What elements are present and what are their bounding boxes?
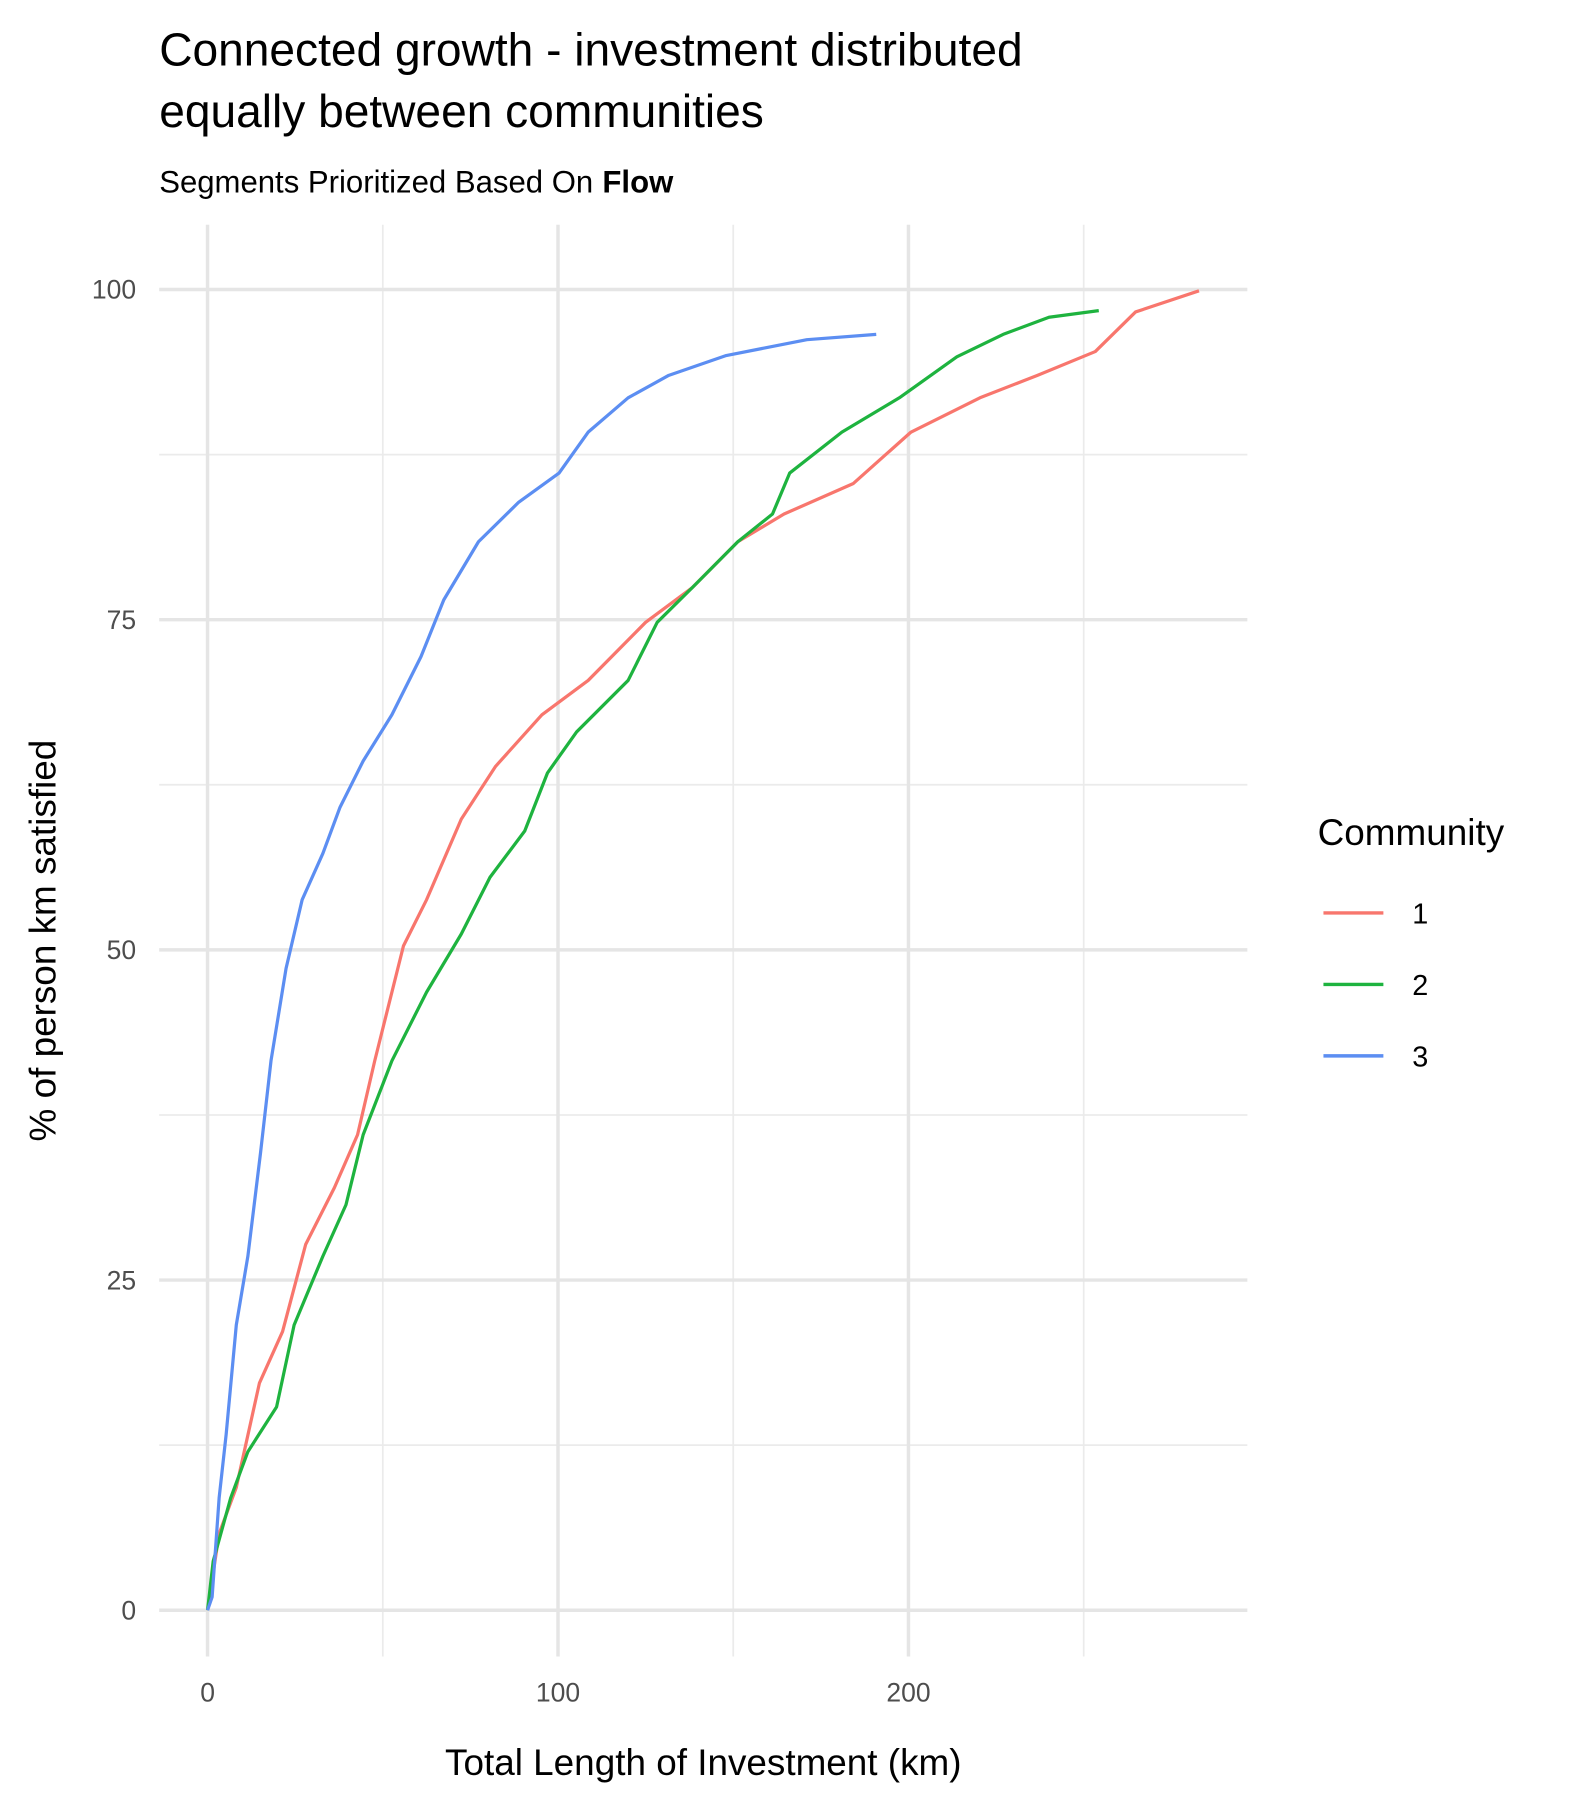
subtitle-bold: Flow: [602, 165, 674, 200]
x-tick-label: 100: [536, 1677, 580, 1707]
y-tick-label: 75: [107, 605, 136, 635]
chart-title: equally between communities: [159, 85, 764, 137]
y-tick-label: 0: [121, 1595, 136, 1625]
legend-label: 2: [1412, 970, 1428, 1002]
chart-title: Connected growth - investment distribute…: [159, 24, 1022, 76]
x-tick-label: 200: [886, 1677, 930, 1707]
x-axis-label: Total Length of Investment (km): [445, 1742, 961, 1783]
y-tick-label: 50: [107, 935, 136, 965]
legend-title: Community: [1318, 812, 1505, 853]
legend-label: 3: [1412, 1041, 1428, 1073]
x-tick-label: 0: [200, 1677, 215, 1707]
y-tick-label: 100: [92, 275, 136, 305]
line: [205, 309, 1099, 1611]
line: [205, 289, 1200, 1611]
chart-subtitle: Segments Prioritized Based On Flow: [159, 165, 674, 200]
y-tick-label: 25: [107, 1265, 136, 1295]
subtitle-text: Segments Prioritized Based On: [159, 165, 593, 200]
y-axis-label: % of person km satisfied: [22, 740, 63, 1142]
line: [206, 332, 877, 1611]
legend-label: 1: [1412, 898, 1428, 930]
